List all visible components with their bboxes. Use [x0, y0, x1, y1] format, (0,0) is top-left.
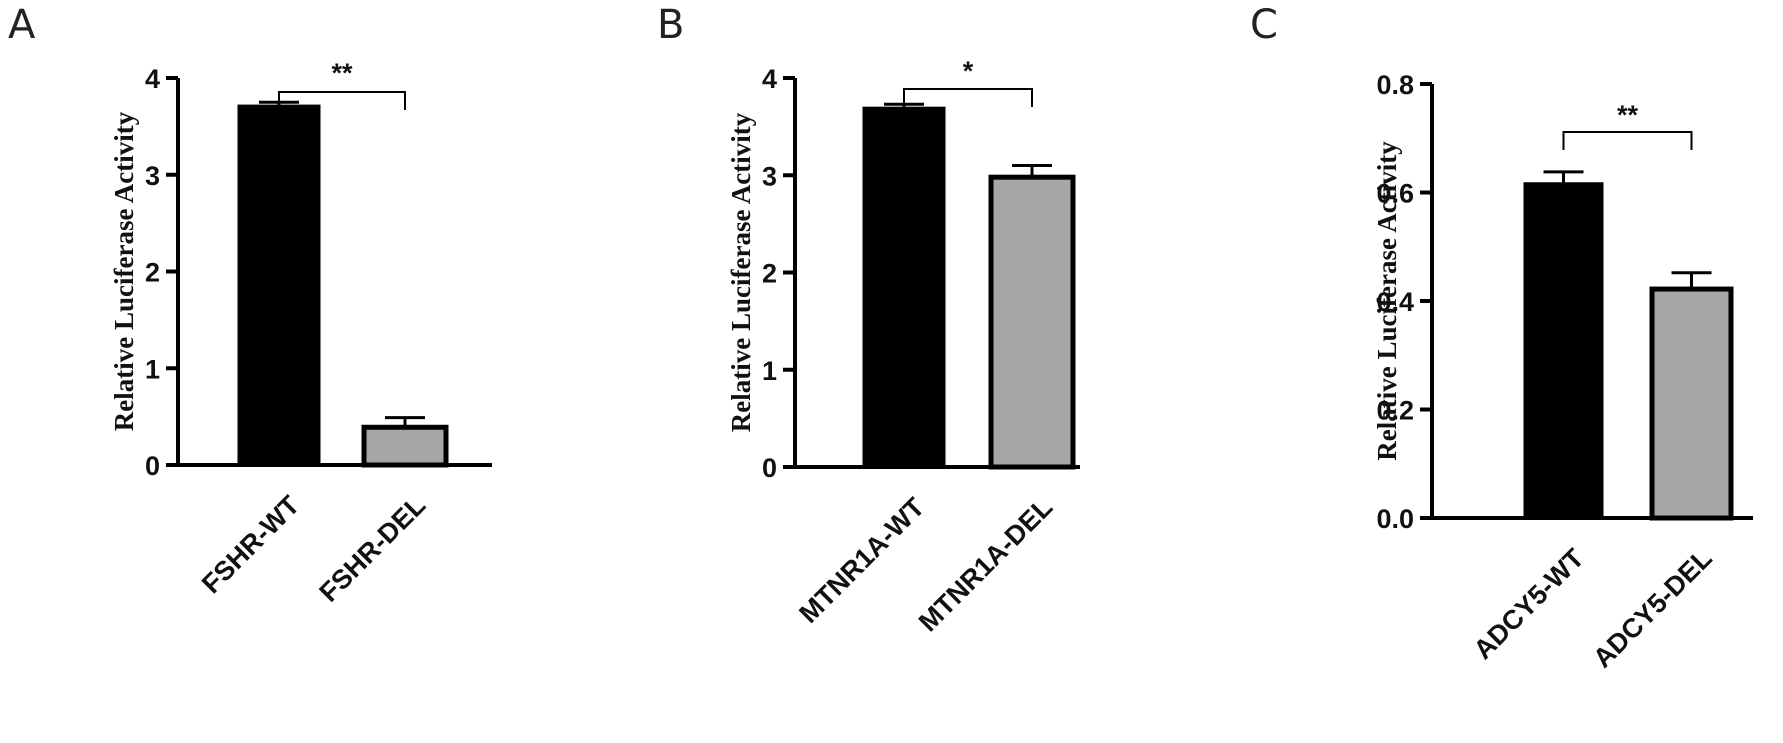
y-tick-label: 0.6: [1376, 179, 1414, 209]
bar-mtnr1a-wt: [862, 106, 946, 468]
panel-letter: B: [657, 2, 684, 48]
y-tick-label: 4: [762, 64, 777, 94]
bar-adcy5-del: [1649, 286, 1734, 521]
y-tick-label: 0.2: [1376, 396, 1414, 426]
y-tick-label: 2: [762, 259, 777, 289]
category-label: FSHR-WT: [196, 490, 306, 600]
bar-fshr-del: [361, 424, 449, 468]
y-tick-label: 1: [762, 356, 777, 386]
bar-mtnr1a-del: [988, 174, 1076, 470]
bar-fshr-wt: [237, 104, 321, 466]
y-tick-label: 0.8: [1376, 70, 1414, 100]
significance-label: **: [331, 58, 353, 88]
y-tick-label: 3: [762, 161, 777, 191]
panel-letter: A: [8, 2, 36, 48]
y-tick-label: 4: [145, 64, 160, 94]
significance-bracket: [278, 91, 406, 110]
significance-label: *: [963, 56, 974, 86]
y-tick-label: 0: [762, 453, 777, 483]
significance-bracket: [903, 88, 1033, 107]
y-tick-label: 2: [145, 258, 160, 288]
category-label: FSHR-DEL: [314, 490, 432, 608]
y-axis-label: Relative Luciferase Activity: [1372, 141, 1402, 461]
y-tick-label: 3: [145, 161, 160, 191]
y-tick-label: 0.4: [1376, 287, 1414, 317]
y-axis-label: Relative Luciferase Activity: [726, 112, 756, 432]
significance-label: **: [1617, 100, 1639, 130]
y-axis-label: Relative Luciferase Activity: [109, 111, 139, 431]
panel-letter: C: [1250, 2, 1278, 48]
bar-adcy5-wt: [1523, 182, 1604, 519]
category-label: MTNR1A-DEL: [913, 492, 1058, 637]
category-label: ADCY5-WT: [1468, 543, 1590, 665]
significance-bracket: [1562, 131, 1693, 150]
y-tick-label: 0.0: [1376, 504, 1414, 534]
category-label: MTNR1A-WT: [793, 492, 930, 629]
y-tick-label: 1: [145, 354, 160, 384]
y-tick-label: 0: [145, 451, 160, 481]
category-label: ADCY5-DEL: [1587, 543, 1717, 673]
